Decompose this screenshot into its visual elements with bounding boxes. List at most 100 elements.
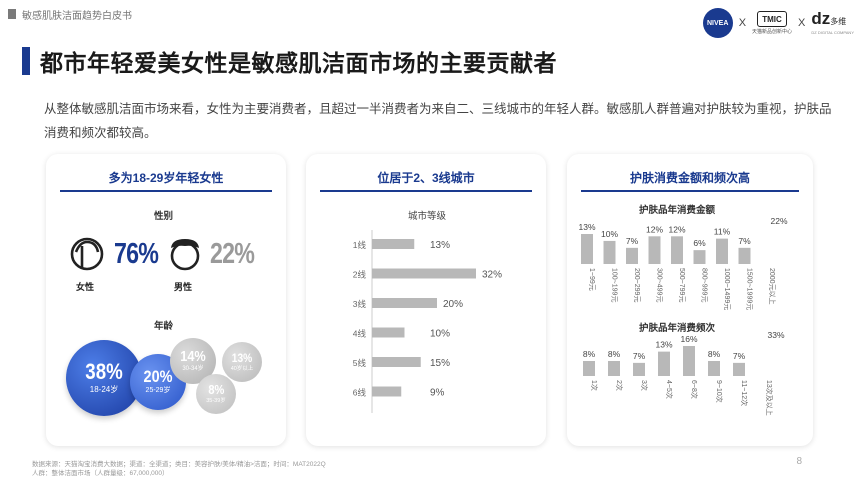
spend-bar — [581, 234, 593, 264]
partner-logos: NIVEA X TMIC 天猫新品创新中心 X dz多维 DZ DIGITAL … — [702, 8, 854, 38]
spend-bar — [648, 236, 661, 264]
spend-category-label: 200~299元 — [633, 268, 641, 302]
panel-demographics: 多为18-29岁年轻女性 性别 76% 女性 22% 男性 年龄 38% 18-… — [46, 154, 286, 446]
age-bubble-range: 25-29岁 — [145, 387, 171, 395]
dz-cn: 多维 — [830, 17, 847, 26]
spend-bar-value: 7% — [738, 236, 751, 246]
age-bubble-35-39: 8% 35-39岁 — [196, 374, 236, 414]
spend-bar — [608, 361, 620, 376]
male-icon — [170, 239, 200, 271]
spend-bar-value: 11% — [714, 227, 731, 237]
spend-category-label: 300~499元 — [656, 268, 664, 302]
logo-separator: X — [798, 17, 806, 29]
spend-bar-value: 8% — [708, 349, 721, 359]
city-tier-bar — [372, 386, 402, 397]
spend-category-label: 1次 — [590, 380, 599, 391]
spend-bar-value: 16% — [680, 334, 697, 344]
nivea-logo: NIVEA — [702, 8, 733, 38]
doc-header: 敏感肌肤洁面趋势白皮书 — [8, 6, 132, 22]
spend-bar — [671, 236, 683, 264]
city-tier-value: 10% — [430, 329, 450, 340]
dz-caption: DZ DIGITAL COMPANY — [811, 30, 854, 35]
spend-bar-value: 22% — [770, 216, 787, 226]
spend-bar — [708, 361, 720, 376]
spend-bar-value: 6% — [693, 238, 706, 248]
spend-category-label: 9~10次 — [715, 380, 724, 403]
female-icon — [70, 237, 104, 271]
data-audience-line: 人群：整体洁面市场（人群量级：67,000,000） — [32, 470, 169, 477]
panel-header: 护肤消费金额和频次高 — [581, 164, 799, 192]
spend-category-label: 100~199元 — [611, 268, 619, 302]
panel-header: 多为18-29岁年轻女性 — [60, 164, 272, 192]
city-tier-label: 1线 — [353, 240, 367, 250]
spend-bar — [733, 362, 745, 376]
age-bubble-range: 18-24岁 — [89, 385, 119, 395]
city-tier-label: 4线 — [353, 329, 367, 339]
spend-category-label: 3次 — [640, 380, 649, 391]
city-tier-bar — [372, 239, 415, 249]
male-percent: 22% — [210, 238, 255, 270]
age-bubble-range: 40岁以上 — [230, 365, 254, 372]
spend-bar-value: 10% — [601, 229, 618, 239]
male-label: 男性 — [174, 282, 193, 292]
female-percent: 76% — [114, 238, 159, 270]
spend-bar — [693, 250, 706, 264]
spend-category-label: 13次及以上 — [765, 380, 774, 416]
age-bubble-18-24: 38% 18-24岁 — [66, 340, 142, 416]
age-bubble-range: 35-39岁 — [206, 398, 226, 405]
intro-text: 从整体敏感肌洁面市场来看，女性为主要消费者，且超过一半消费者为来自二、三线城市的… — [44, 102, 832, 140]
annual-frequency-chart: 8% 1次 8% 2次 7% 3次 13% 4~5次 16% 6~8次 8% 9~10次 7% 11~12… — [583, 330, 785, 416]
age-bubble-value: 14% — [180, 347, 206, 365]
spend-category-label: 4~5次 — [665, 380, 674, 399]
spend-bar-value: 7% — [633, 351, 646, 361]
data-source-line: 数据来源：天猫淘宝消费大数据；渠道：全渠道；类目：美容护肤/美体/精油>洁面；时… — [32, 461, 326, 468]
spend-bar-value: 7% — [626, 236, 639, 246]
logo-separator: X — [738, 17, 747, 29]
dz-logo: dz多维 DZ DIGITAL COMPANY — [811, 10, 854, 35]
spend-bar-value: 13% — [655, 340, 672, 350]
spend-bar — [583, 361, 595, 376]
title-accent-bar — [22, 47, 30, 75]
age-bubble-value: 13% — [231, 350, 253, 365]
page-title: 都市年轻爱美女性是敏感肌洁面市场的主要贡献者 — [40, 50, 557, 76]
spend-bar-value: 7% — [733, 351, 746, 361]
city-tier-label: 5线 — [353, 358, 367, 368]
city-tier-label: 6线 — [353, 388, 367, 398]
page-number: 8 — [796, 456, 802, 467]
spend-category-label: 2次 — [615, 380, 624, 391]
panel-header: 位居于2、3线城市 — [320, 164, 532, 192]
spend-category-label: 500~799元 — [678, 268, 686, 302]
freq-chart-title: 护肤品年消费频次 — [639, 323, 716, 334]
age-bubble-value: 8% — [208, 382, 224, 398]
amount-chart-title: 护肤品年消费金额 — [639, 205, 716, 216]
female-label: 女性 — [76, 282, 95, 292]
age-bubble-value: 38% — [85, 359, 123, 385]
city-tier-bar — [372, 268, 476, 279]
city-tier-value: 32% — [482, 270, 502, 281]
panel-spending: 护肤消费金额和频次高 护肤品年消费金额 13% 1~99元 10% 100~199元 7… — [567, 154, 813, 446]
spend-bar-value: 33% — [767, 330, 784, 340]
age-label: 年龄 — [154, 321, 174, 332]
city-tier-chart: 1线 13% 2线 32% 3线 20% 4线 10% 5线 15% 6线 9% — [353, 230, 502, 413]
spend-bar — [738, 247, 751, 264]
spend-category-label: 1000~1499元 — [723, 268, 731, 310]
spend-bar-value: 8% — [583, 349, 596, 359]
spend-bar-value: 12% — [668, 224, 685, 234]
city-tier-bar — [372, 327, 405, 338]
city-tier-bar — [372, 298, 437, 308]
tmic-logo: TMIC 天猫新品创新中心 — [752, 11, 792, 35]
city-tier-bar — [372, 357, 421, 367]
spend-bar — [658, 351, 670, 376]
doc-title: 敏感肌肤洁面趋势白皮书 — [22, 10, 132, 22]
tmic-badge: TMIC — [757, 11, 788, 27]
spend-bar — [633, 362, 645, 376]
tmic-caption: 天猫新品创新中心 — [752, 29, 793, 35]
spend-bar — [683, 346, 695, 376]
age-bubble-value: 20% — [143, 367, 173, 387]
spend-category-label: 1500~1999元 — [746, 268, 754, 310]
city-tier-label: 2线 — [353, 270, 367, 280]
city-tier-value: 13% — [430, 240, 450, 251]
spend-bar — [603, 240, 616, 264]
city-chart-title: 城市等级 — [408, 211, 447, 222]
title-row: 都市年轻爱美女性是敏感肌洁面市场的主要贡献者 — [22, 44, 557, 78]
